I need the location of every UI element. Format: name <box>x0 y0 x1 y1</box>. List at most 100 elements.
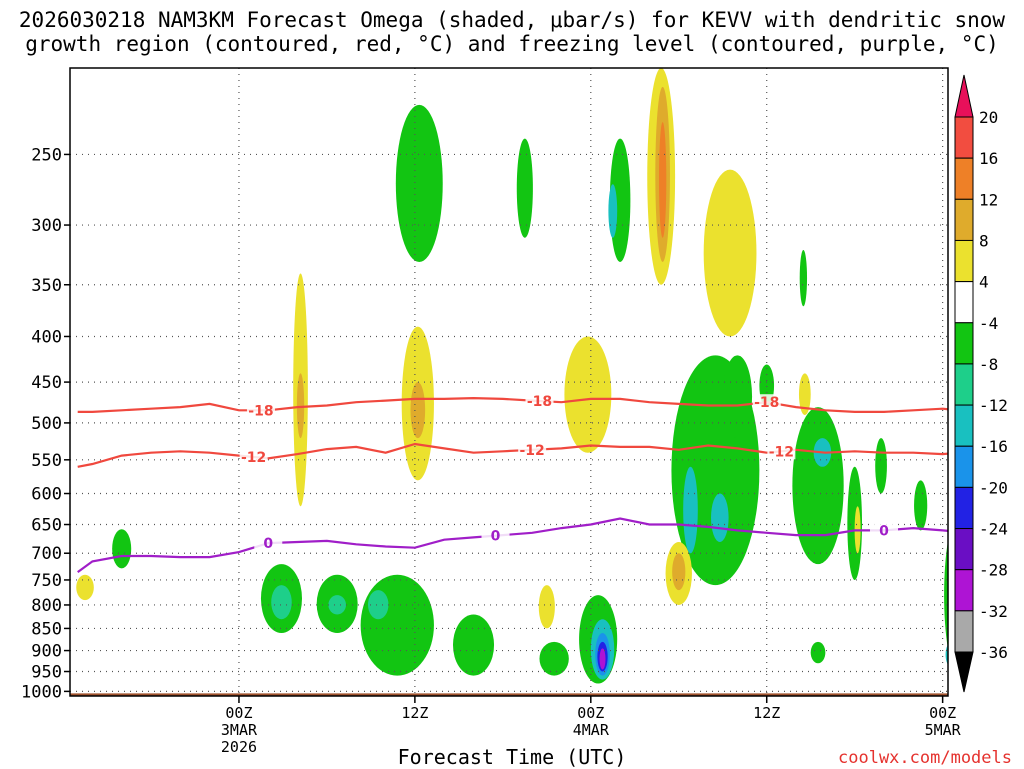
contour-label-bg--12-0 <box>239 448 268 465</box>
colorbar-box-4 <box>954 281 974 324</box>
x-tick-label-30-0: 00Z <box>577 704 604 722</box>
y-tick-label-750: 750 <box>31 571 62 591</box>
colorbar-label-4: 4 <box>979 273 989 292</box>
y-tick-label-450: 450 <box>31 373 62 393</box>
omega-area-24 <box>599 648 606 670</box>
credit-link[interactable]: coolwx.com/models <box>838 748 1012 768</box>
colorbar-box-10 <box>954 528 974 571</box>
y-tick-label-250: 250 <box>31 145 62 165</box>
contour-label-bg-0-1 <box>481 527 510 544</box>
omega-area-13 <box>516 138 533 238</box>
omega-area-34 <box>722 355 753 439</box>
x-tick-label-54-1: 5MAR <box>925 721 962 739</box>
omega-area-38 <box>792 407 844 565</box>
contour-label-bg--12-1 <box>518 441 547 458</box>
colorbar-box-5 <box>954 322 974 365</box>
omega-area-45 <box>944 540 948 650</box>
colorbar-label-20: 20 <box>979 108 998 127</box>
x-tick-label-54-0: 00Z <box>929 704 956 722</box>
omega-area-37 <box>798 373 811 416</box>
colorbar-box-0 <box>954 116 974 159</box>
y-tick-label-900: 900 <box>31 642 62 662</box>
colorbar-label--16: -16 <box>979 437 1008 456</box>
contour-label-bg-0-0 <box>254 535 283 552</box>
y-tick-label-700: 700 <box>31 544 62 564</box>
colorbar-box-11 <box>954 569 974 612</box>
colorbar-box-12 <box>954 610 974 653</box>
omega-area-31 <box>711 493 729 543</box>
x-tick-label-6-2: 2026 <box>221 738 257 756</box>
omega-area-43 <box>875 438 887 494</box>
colorbar-label-12: 12 <box>979 190 998 209</box>
contour-label-bg--12-2 <box>767 443 796 460</box>
contour-label--12-0: -12 <box>241 450 266 466</box>
ground-surface <box>70 693 948 696</box>
contour-label-bg--18-2 <box>752 394 781 411</box>
contour-label-bg--18-1 <box>525 392 554 409</box>
colorbar-box-3 <box>954 239 974 283</box>
grid-lines <box>70 68 948 696</box>
omega-area-42 <box>810 641 826 664</box>
contour-label-bg--18-0 <box>246 402 275 419</box>
colorbar-label--36: -36 <box>979 643 1008 662</box>
y-tick-label-600: 600 <box>31 485 62 505</box>
colorbar-bottom-arrow <box>954 651 974 693</box>
y-tick-label-350: 350 <box>31 276 62 296</box>
omega-area-44 <box>914 480 928 531</box>
x-tick-label-6-0: 00Z <box>225 704 252 722</box>
omega-area-1 <box>76 574 94 601</box>
x-tick-label-30-1: 4MAR <box>573 721 610 739</box>
omega-area-14 <box>452 614 495 676</box>
y-axis-ticks: 250 300 350 400 450 500 550 600 650 700 750 800 850 9… <box>21 145 70 702</box>
y-tick-label-400: 400 <box>31 327 62 347</box>
colorbar-label--24: -24 <box>979 520 1008 539</box>
y-tick-label-500: 500 <box>31 414 62 434</box>
omega-area-3 <box>296 373 305 439</box>
omega-shading <box>76 68 948 684</box>
omega-area-28 <box>703 169 757 337</box>
omega-area-7 <box>271 585 292 620</box>
colorbar-label--28: -28 <box>979 561 1008 580</box>
colorbar-box-9 <box>954 486 974 530</box>
colorbar-top-arrow <box>954 74 974 118</box>
y-tick-label-1000: 1000 <box>21 682 62 702</box>
omega-area-10 <box>360 574 434 676</box>
y-tick-label-550: 550 <box>31 451 62 471</box>
y-tick-label-950: 950 <box>31 663 62 683</box>
omega-area-27 <box>658 122 667 238</box>
x-axis-label: Forecast Time (UTC) <box>397 745 627 769</box>
omega-area-9 <box>328 595 346 615</box>
omega-area-0 <box>112 529 132 569</box>
chart-title-line-2: growth region (contoured, red, °C) and f… <box>25 32 999 56</box>
omega-area-18 <box>608 184 618 238</box>
colorbar-box-2 <box>954 198 974 241</box>
omega-area-11 <box>367 590 389 620</box>
colorbar-label-16: 16 <box>979 149 998 168</box>
omega-area-5 <box>410 382 426 439</box>
colorbar: 20 16 12 8 4 -4 -8 -12 -16 -20 -24 -28 -32 -36 <box>954 74 1008 693</box>
colorbar-label-8: 8 <box>979 231 989 250</box>
colorbar-box-1 <box>954 157 974 200</box>
contour-lines: -18 -18 -18 -12 -12 -12 0 0 0 <box>77 392 948 573</box>
y-tick-label-850: 850 <box>31 619 62 639</box>
contour-line--12 <box>77 442 948 468</box>
x-tick-label-6-1: 3MAR <box>221 721 258 739</box>
omega-area-12 <box>395 104 443 262</box>
colorbar-label--4: -4 <box>979 314 998 333</box>
y-tick-label-650: 650 <box>31 516 62 536</box>
contour-label-bg-0-2 <box>870 522 898 539</box>
colorbar-label--12: -12 <box>979 396 1008 415</box>
y-tick-label-300: 300 <box>31 216 62 236</box>
colorbar-box-6 <box>954 363 974 406</box>
chart-title-line-1: 2026030218 NAM3KM Forecast Omega (shaded… <box>18 8 1006 32</box>
x-tick-label-18-0: 12Z <box>401 704 428 722</box>
omega-area-33 <box>672 553 686 591</box>
contour-line-0 <box>77 517 948 573</box>
contour-label-0-1: 0 <box>491 529 501 545</box>
contour-label--18-2: -18 <box>754 395 779 411</box>
contour-label--12-1: -12 <box>520 443 545 459</box>
omega-area-30 <box>683 466 698 554</box>
y-tick-label-800: 800 <box>31 596 62 616</box>
